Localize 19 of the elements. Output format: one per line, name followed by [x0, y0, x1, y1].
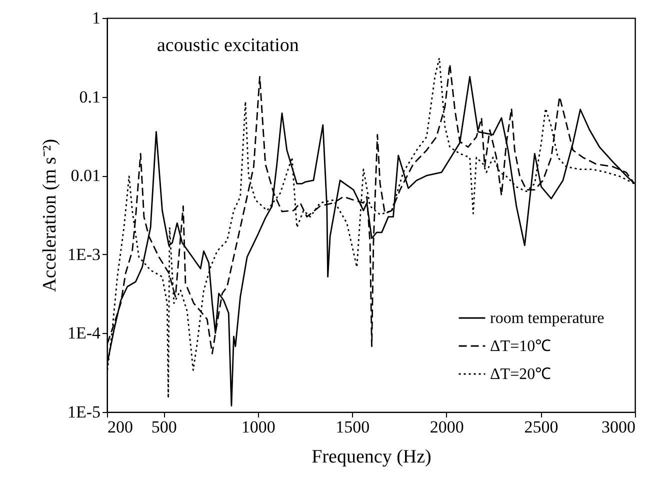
y-tick-label: 0.01 [70, 166, 100, 186]
x-tick-label: 2000 [430, 418, 464, 436]
y-tick-label: 1E-4 [67, 324, 101, 343]
x-tick-label: 2500 [524, 418, 558, 436]
x-tick-label: 1000 [241, 418, 276, 436]
annotation: acoustic excitation [157, 35, 300, 56]
x-tick-label: 500 [151, 418, 177, 436]
x-tick-label: 3000 [602, 418, 636, 436]
x-tick-label: 1500 [336, 418, 370, 436]
x-tick-label: 200 [108, 418, 133, 436]
legend-label: room temperature [490, 310, 604, 327]
y-tick-label: 0.1 [79, 87, 100, 106]
y-tick-label: 1E-5 [67, 402, 100, 422]
legend-label: ΔT=20℃ [490, 366, 552, 383]
x-axis-title: Frequency (Hz) [312, 446, 432, 468]
y-axis-title: Acceleration (m s⁻²) [39, 138, 60, 292]
legend-label: ΔT=10℃ [490, 338, 552, 355]
y-tick-label: 1 [92, 8, 100, 28]
y-tick-label: 1E-3 [67, 244, 100, 264]
